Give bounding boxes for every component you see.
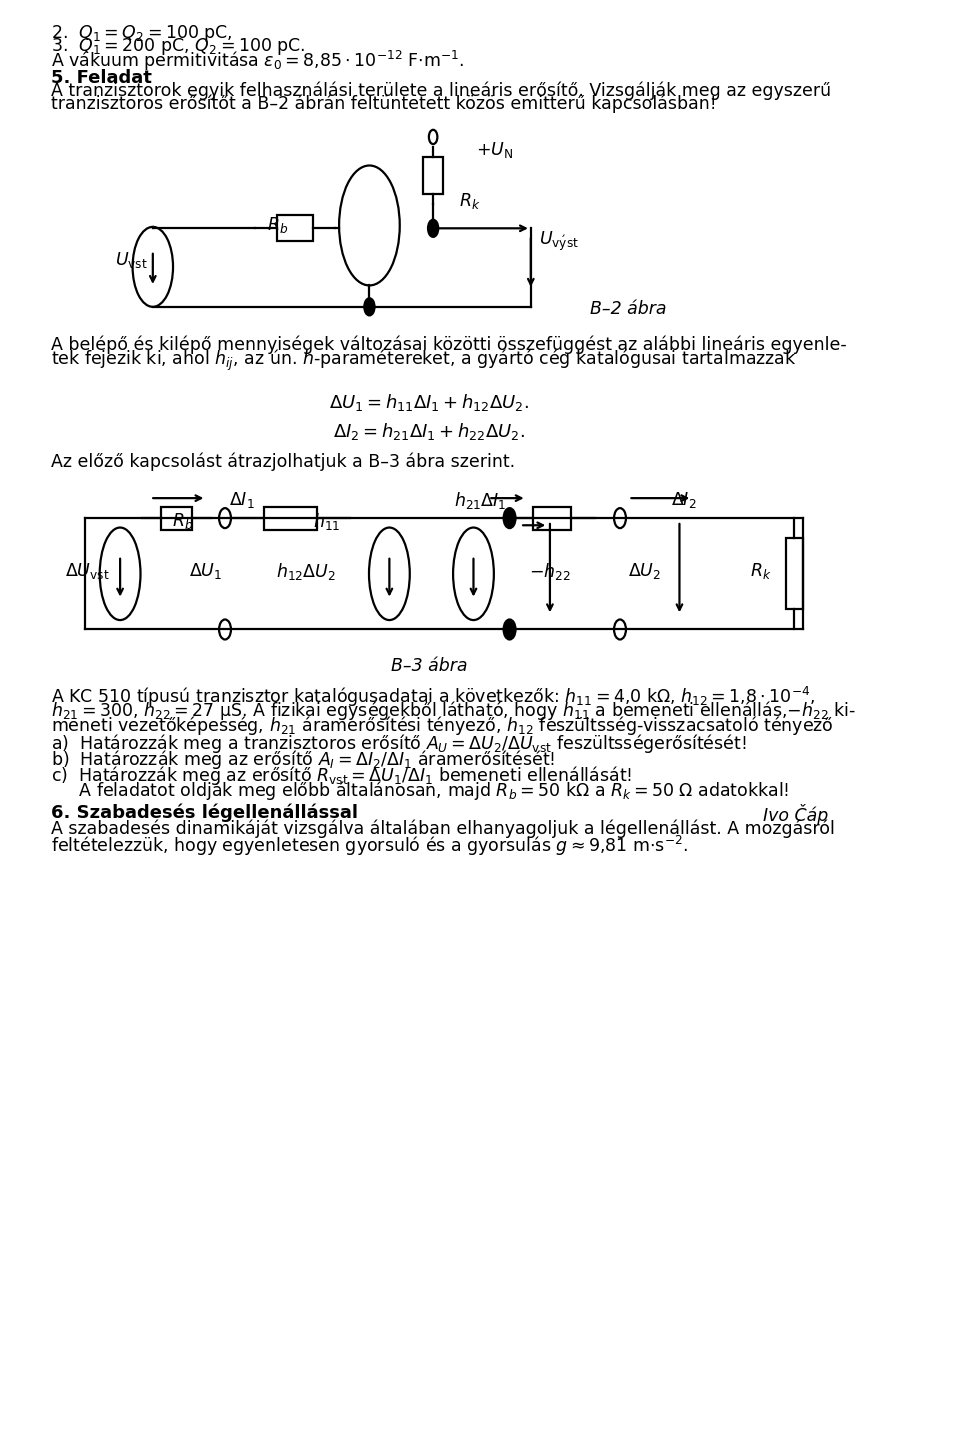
- Text: Az előző kapcsolást átrazjolhatjuk a B–3 ábra szerint.: Az előző kapcsolást átrazjolhatjuk a B–3…: [51, 452, 515, 471]
- Bar: [423, 157, 444, 194]
- Text: $R_k$: $R_k$: [459, 191, 480, 211]
- Text: $\Delta U_1 = h_{11}\Delta I_1 + h_{12}\Delta U_2$.: $\Delta U_1 = h_{11}\Delta I_1 + h_{12}\…: [329, 392, 529, 414]
- Text: a)  Határozzák meg a tranzisztoros erősítő $A_U = \Delta U_2/\Delta U_{\mathrm{v: a) Határozzák meg a tranzisztoros erősít…: [51, 732, 746, 755]
- Circle shape: [504, 508, 516, 528]
- Text: $h_{21} = 300$, $h_{22} = 27$ μS. A fizikai egységekből látható, hogy $h_{11}$ a: $h_{21} = 300$, $h_{22} = 27$ μS. A fizi…: [51, 699, 856, 722]
- Circle shape: [504, 619, 516, 639]
- Text: $R_b$: $R_b$: [173, 511, 194, 531]
- Text: $-h_{22}$: $-h_{22}$: [529, 561, 571, 582]
- Text: A szabadesés dinamikáját vizsgálva általában elhanyagoljuk a légellenállást. A m: A szabadesés dinamikáját vizsgálva által…: [51, 820, 835, 837]
- Text: c)  Határozzák meg az erősítő $R_{\mathrm{vst}} = \Delta U_1/\Delta I_1$ bemenet: c) Határozzák meg az erősítő $R_{\mathrm…: [51, 764, 632, 787]
- Text: $\Delta U_1$: $\Delta U_1$: [189, 561, 223, 582]
- Text: b)  Határozzák meg az erősítő $A_I = \Delta I_2/\Delta I_1$ áramerősítését!: b) Határozzák meg az erősítő $A_I = \Del…: [51, 748, 555, 771]
- Text: $h_{12}\Delta U_2$: $h_{12}\Delta U_2$: [276, 561, 336, 582]
- Bar: [264, 507, 317, 530]
- Text: $\Delta U_2$: $\Delta U_2$: [629, 561, 661, 582]
- Text: $U_{\mathrm{vst}}$: $U_{\mathrm{vst}}$: [114, 250, 147, 270]
- Text: $U_{\mathrm{v\acute{y}st}}$: $U_{\mathrm{v\acute{y}st}}$: [540, 230, 579, 253]
- Bar: [160, 507, 192, 530]
- Text: $\Delta I_2$: $\Delta I_2$: [671, 490, 696, 510]
- Circle shape: [365, 299, 374, 316]
- Text: $\Delta I_1$: $\Delta I_1$: [229, 490, 254, 510]
- Text: 2.  $Q_1 = Q_2 = 100$ pC,: 2. $Q_1 = Q_2 = 100$ pC,: [51, 23, 232, 45]
- Text: $\Delta U_{\mathrm{vst}}$: $\Delta U_{\mathrm{vst}}$: [65, 561, 110, 582]
- Text: $R_b$: $R_b$: [268, 215, 289, 236]
- Text: tek fejezik ki, ahol $h_{ij}$, az ún. $h$-paramétereket, a gyártó cég katalógusa: tek fejezik ki, ahol $h_{ij}$, az ún. $h…: [51, 349, 797, 373]
- Text: A KC 510 típusú tranzisztor katalógusadatai a következők: $h_{11} = 4{,}0$ kΩ, $: A KC 510 típusú tranzisztor katalógusada…: [51, 685, 815, 709]
- Bar: [533, 507, 571, 530]
- Text: $h_{21}\Delta I_1$: $h_{21}\Delta I_1$: [453, 490, 506, 511]
- Text: feltételezzük, hogy egyenletesen gyorsuló és a gyorsulás $g \approx 9{,}81$ m$\c: feltételezzük, hogy egyenletesen gyorsul…: [51, 834, 688, 857]
- Text: A belépő és kilépő mennyiségek változásai közötti összefüggést az alábbi lineári: A belépő és kilépő mennyiségek változása…: [51, 336, 847, 353]
- Text: 6. Szabadesés légellenállással: 6. Szabadesés légellenállással: [51, 804, 358, 823]
- Text: A feladatot oldják meg előbb általánosan, majd $R_b = 50$ kΩ a $R_k = 50$ Ω adat: A feladatot oldják meg előbb általánosan…: [51, 780, 789, 803]
- Text: A vákuum permitivitása $\varepsilon_0 = 8{,}85\cdot10^{-12}$ F$\cdot$m$^{-1}$.: A vákuum permitivitása $\varepsilon_0 = …: [51, 49, 465, 73]
- Bar: [785, 538, 803, 609]
- Text: meneti vezetőképesség, $h_{21}$ áramerősítési tényező, $h_{12}$ feszültsség-viss: meneti vezetőképesség, $h_{21}$ áramerős…: [51, 714, 833, 737]
- Text: $\Delta I_2 = h_{21}\Delta I_1 + h_{22}\Delta U_2$.: $\Delta I_2 = h_{21}\Delta I_1 + h_{22}\…: [333, 421, 525, 442]
- Circle shape: [428, 220, 438, 237]
- Text: B–2 ábra: B–2 ábra: [590, 300, 667, 317]
- Text: A tranzisztorok egyik felhasználási területe a lineáris erősítő. Vizsgálják meg : A tranzisztorok egyik felhasználási terü…: [51, 82, 831, 101]
- Text: 5. Feladat: 5. Feladat: [51, 69, 152, 88]
- Text: $R_k$: $R_k$: [750, 561, 772, 582]
- Text: Ivo Čáp: Ivo Čáp: [763, 804, 828, 824]
- Text: $h_{11}$: $h_{11}$: [313, 511, 340, 531]
- Text: $+U_{\mathrm{N}}$: $+U_{\mathrm{N}}$: [475, 139, 513, 159]
- Text: B–3 ábra: B–3 ábra: [391, 656, 468, 675]
- Text: 3.  $Q_1 = 200$ pC, $Q_2 = 100$ pC.: 3. $Q_1 = 200$ pC, $Q_2 = 100$ pC.: [51, 36, 305, 57]
- Bar: [276, 215, 313, 241]
- Text: tranzisztoros erősítőt a B–2 ábrán feltüntetett közös emitterű kapcsolásban!: tranzisztoros erősítőt a B–2 ábrán feltü…: [51, 95, 716, 113]
